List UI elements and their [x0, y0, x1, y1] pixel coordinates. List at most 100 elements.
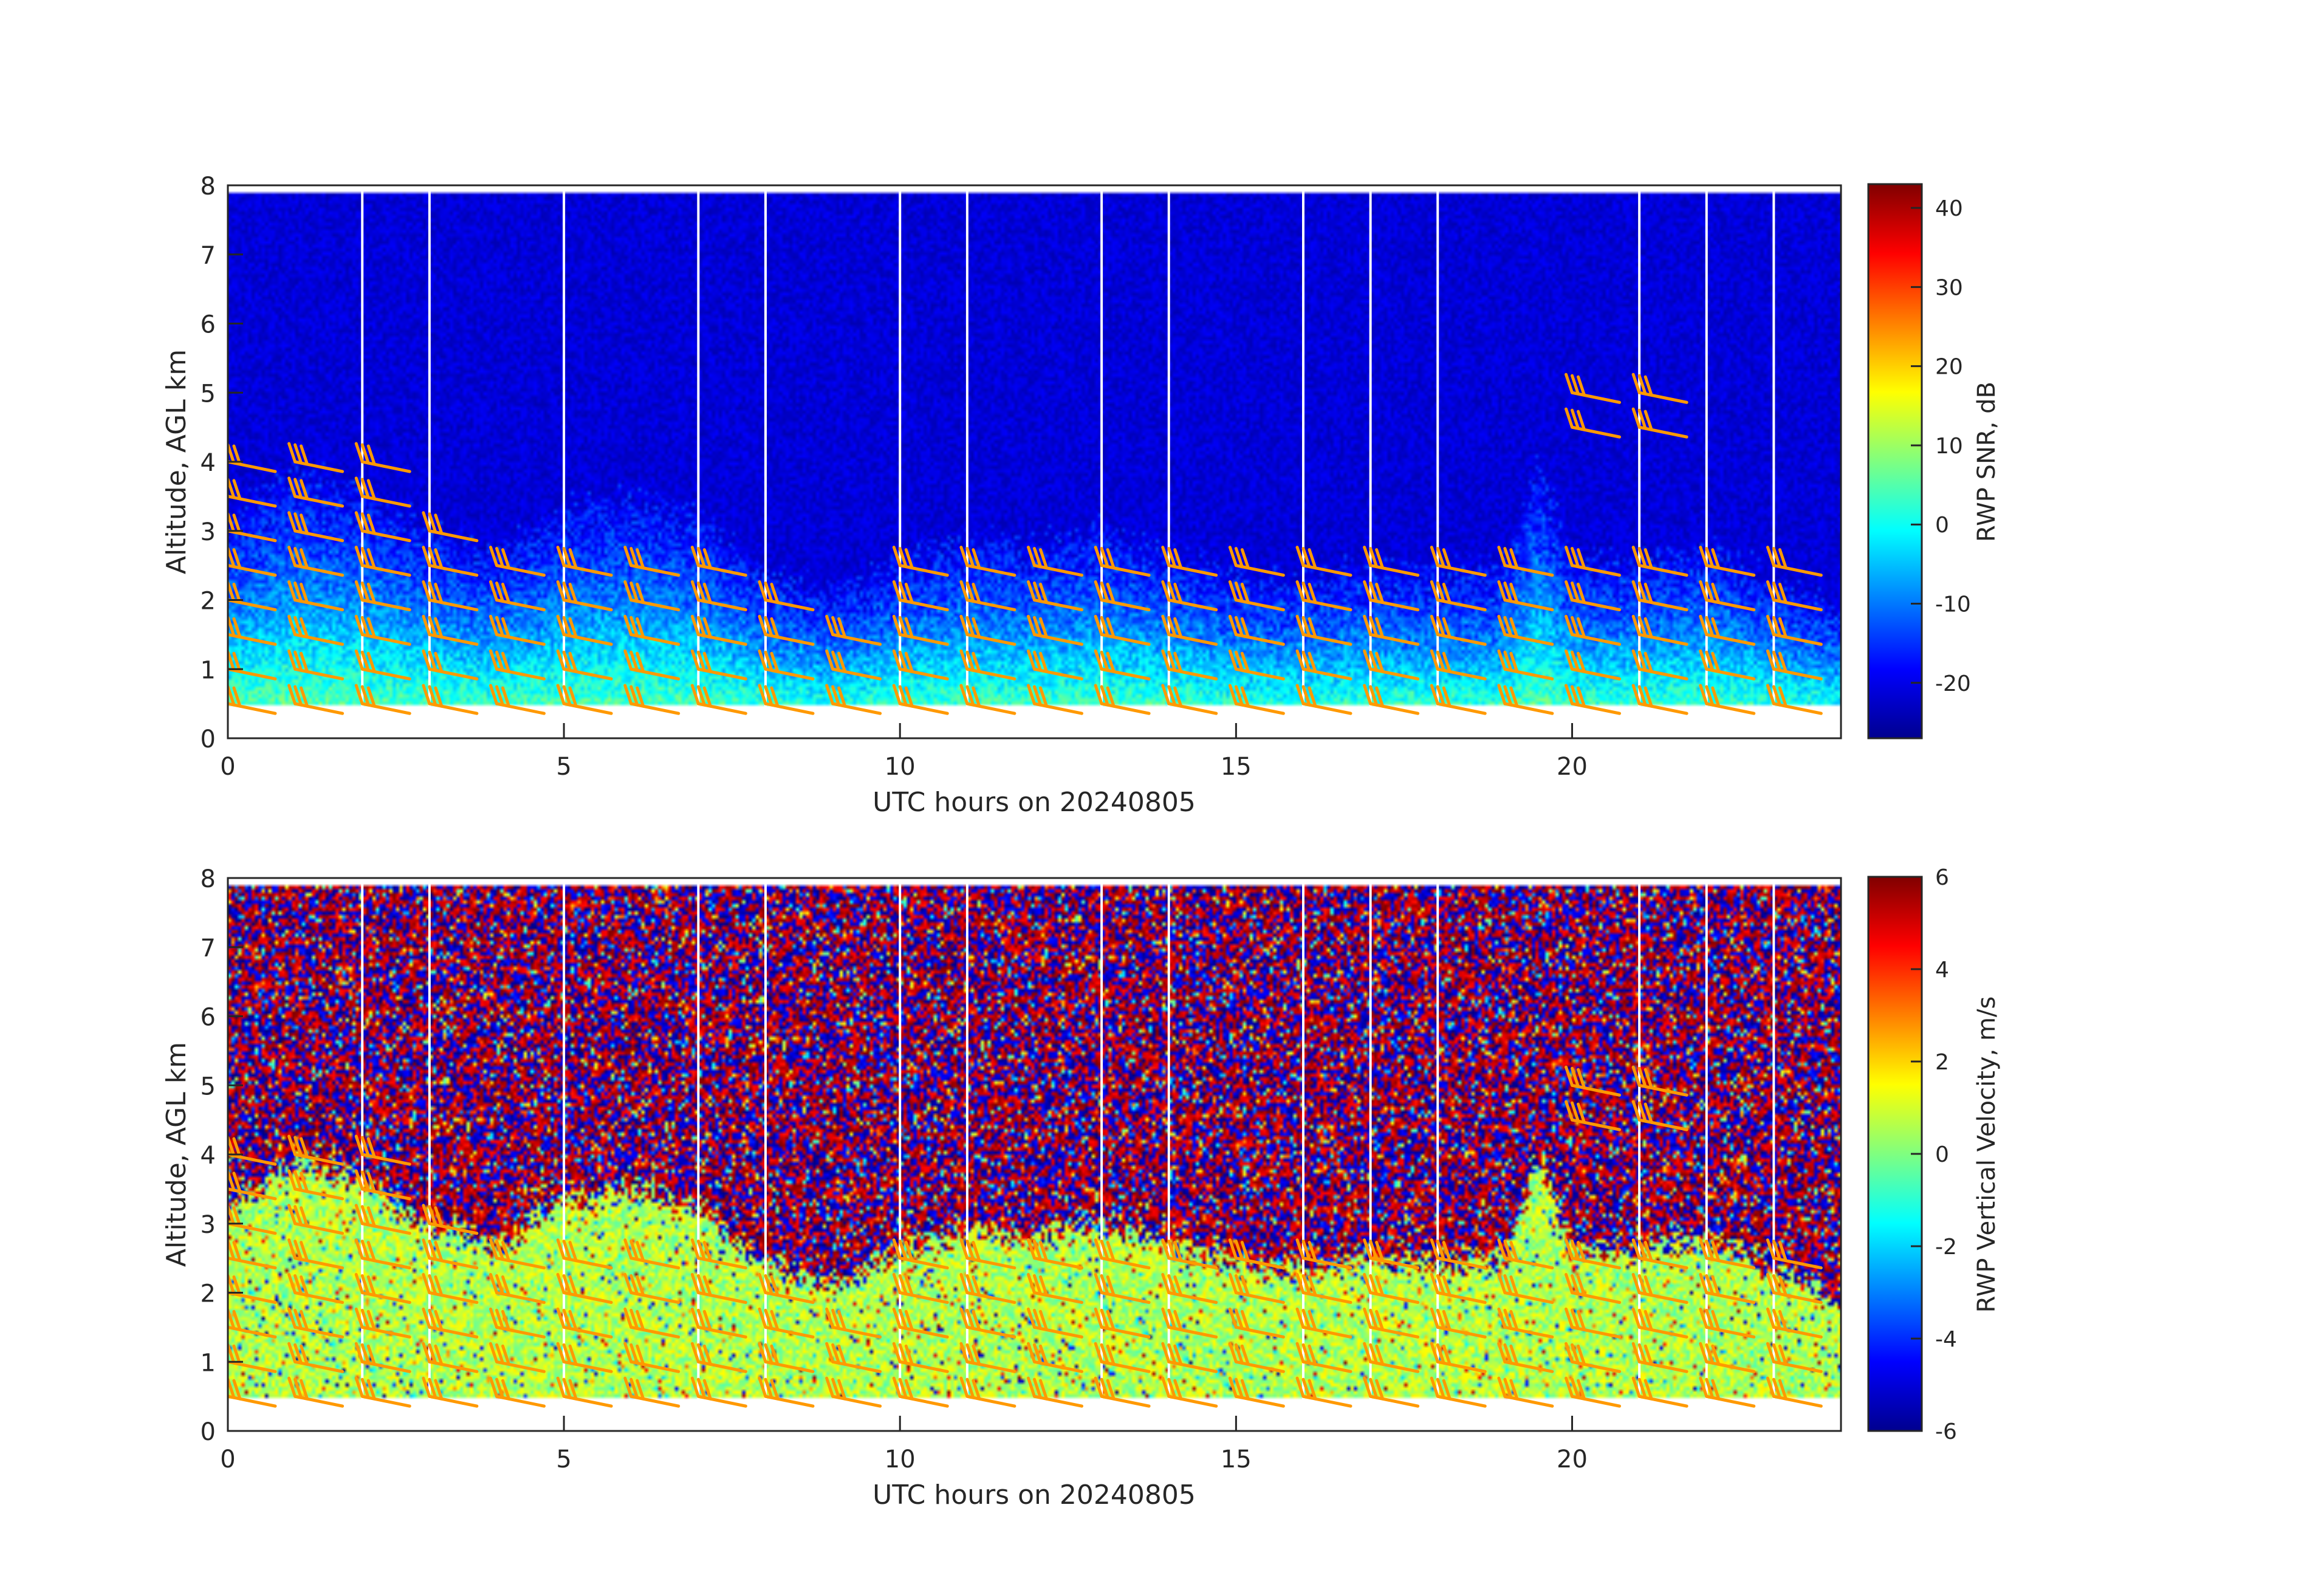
colorbar-tick-label: 6: [1935, 865, 1949, 890]
wind-barb: [1295, 1307, 1352, 1339]
wind-barb: [825, 614, 882, 646]
wind-barb: [489, 1238, 546, 1270]
missing-data-column: [1369, 878, 1372, 1431]
wind-barb: [1363, 649, 1420, 681]
x-tick-label: 0: [220, 1446, 235, 1473]
y-tick-label: 8: [201, 173, 216, 201]
velocity-heatmap: [228, 878, 1841, 1431]
wind-barb: [1565, 1065, 1621, 1097]
wind-barb: [287, 1273, 344, 1304]
wind-barb: [1027, 649, 1083, 681]
wind-barb: [892, 684, 949, 715]
wind-barb: [1430, 649, 1487, 681]
wind-barb: [489, 684, 546, 715]
wind-barb: [1497, 1273, 1554, 1304]
missing-data-column: [1638, 185, 1641, 738]
wind-barb: [422, 684, 479, 715]
colorbar-tick-label: 30: [1935, 275, 1963, 300]
wind-barb: [287, 511, 344, 543]
wind-barb: [422, 580, 479, 611]
wind-barb: [623, 546, 680, 577]
missing-data-column: [965, 878, 968, 1431]
wind-barb: [1565, 649, 1621, 681]
wind-barb: [1631, 1307, 1688, 1339]
wind-barb: [354, 1204, 411, 1235]
wind-barb: [1295, 580, 1352, 611]
wind-barb: [1497, 614, 1554, 646]
wind-barb: [556, 1342, 613, 1373]
wind-barb: [690, 1342, 747, 1373]
y-tick-label: 8: [201, 865, 216, 893]
wind-barb: [1161, 649, 1218, 681]
wind-barb: [354, 684, 411, 715]
wind-barb: [825, 1376, 882, 1408]
wind-barb: [354, 1376, 411, 1408]
wind-barb: [1565, 1238, 1621, 1270]
wind-barb: [489, 1376, 546, 1408]
wind-barb: [1094, 1307, 1151, 1339]
wind-barb: [556, 1307, 613, 1339]
velocity-x-ticks: 0 5 10 15 20: [220, 1416, 1588, 1473]
y-tick-label: 4: [201, 1142, 216, 1170]
wind-barb: [1228, 1238, 1285, 1270]
wind-barb: [1766, 580, 1823, 611]
wind-barb: [1631, 1065, 1688, 1097]
wind-barb: [422, 649, 479, 681]
wind-barb: [422, 1342, 479, 1373]
wind-barb: [1565, 1376, 1621, 1408]
wind-barb: [354, 476, 411, 508]
wind-barb: [1766, 1273, 1823, 1304]
wind-barb: [1631, 546, 1688, 577]
wind-barb: [354, 649, 411, 681]
wind-barb: [1094, 1376, 1151, 1408]
y-tick-label: 2: [201, 1280, 216, 1308]
wind-barb: [1565, 407, 1621, 439]
missing-data-column: [1100, 185, 1103, 738]
wind-barb: [1363, 1342, 1420, 1373]
wind-barb: [959, 580, 1016, 611]
wind-barb: [1295, 614, 1352, 646]
wind-barb: [1295, 1238, 1352, 1270]
missing-data-column: [899, 878, 902, 1431]
wind-barb: [1497, 1342, 1554, 1373]
wind-barb: [1295, 1273, 1352, 1304]
missing-data-column: [1100, 878, 1103, 1431]
wind-barb: [1228, 1307, 1285, 1339]
y-tick-label: 1: [201, 656, 216, 684]
wind-barb: [1631, 407, 1688, 439]
wind-barb: [892, 546, 949, 577]
wind-barb: [1027, 1342, 1083, 1373]
wind-barb: [1295, 546, 1352, 577]
wind-barb: [690, 614, 747, 646]
wind-barb: [354, 1307, 411, 1339]
wind-barb: [1631, 1100, 1688, 1131]
wind-barb: [1027, 1307, 1083, 1339]
wind-barb: [1497, 684, 1554, 715]
wind-barb: [1497, 1376, 1554, 1408]
wind-barb: [690, 546, 747, 577]
x-tick-label: 10: [885, 1446, 916, 1473]
wind-barb: [1430, 1376, 1487, 1408]
y-tick-label: 7: [201, 935, 216, 962]
wind-barb: [287, 1307, 344, 1339]
wind-barb: [1430, 684, 1487, 715]
wind-barb: [959, 684, 1016, 715]
wind-barb: [758, 580, 815, 611]
wind-barb: [1565, 1307, 1621, 1339]
wind-barb: [1027, 684, 1083, 715]
wind-barb: [758, 1376, 815, 1408]
wind-barb: [489, 1273, 546, 1304]
wind-barb: [354, 1238, 411, 1270]
wind-barb: [1295, 649, 1352, 681]
missing-data-column: [899, 185, 902, 738]
wind-barb: [1766, 684, 1823, 715]
wind-barb: [1295, 684, 1352, 715]
y-tick-label: 0: [201, 1418, 216, 1446]
wind-barb: [1228, 649, 1285, 681]
colorbar-tick-label: -2: [1935, 1235, 1957, 1260]
missing-data-column: [1302, 185, 1304, 738]
wind-barb: [556, 614, 613, 646]
wind-barb: [422, 1273, 479, 1304]
y-tick-label: 0: [201, 725, 216, 753]
wind-barb: [758, 1273, 815, 1304]
